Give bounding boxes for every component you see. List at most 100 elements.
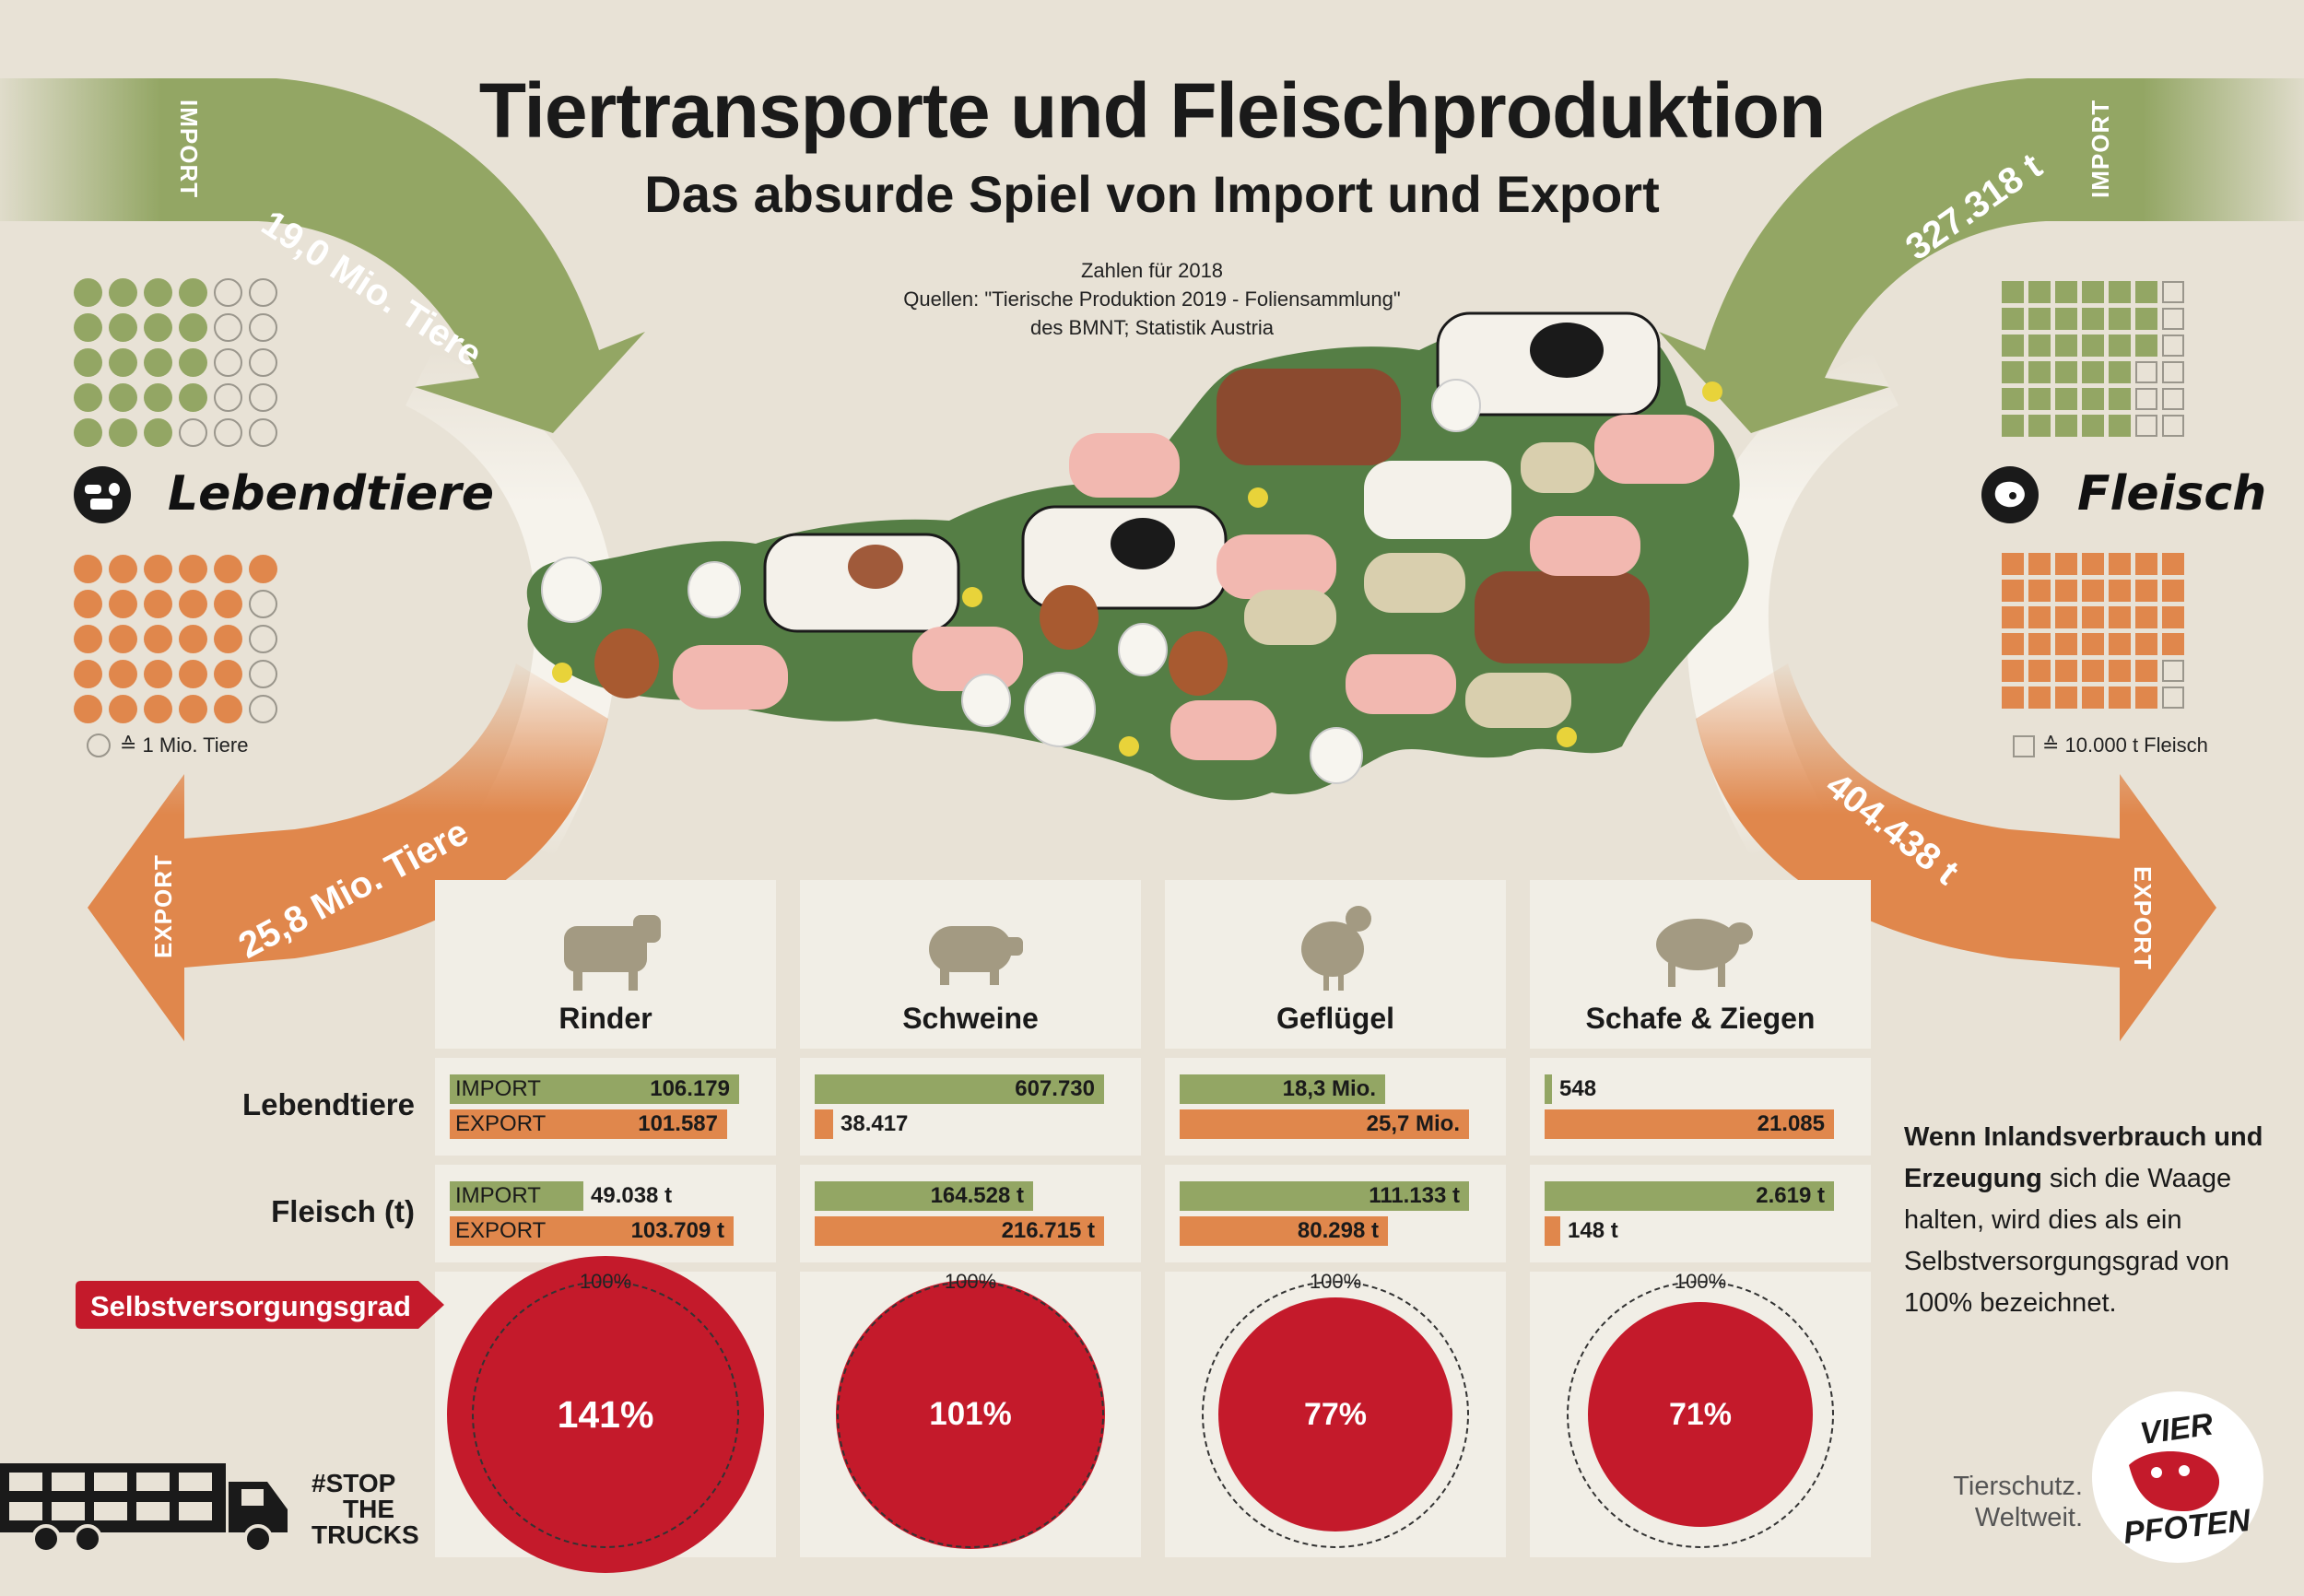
- live-export-value: 38.417: [840, 1111, 909, 1136]
- meat-import-bar: [815, 1181, 1033, 1211]
- unit-dot-filled: [109, 278, 137, 307]
- unit-square-filled: [2082, 660, 2104, 682]
- unit-square-filled: [2028, 580, 2051, 602]
- unit-dot-empty: [249, 625, 277, 653]
- unit-dot-filled: [74, 555, 102, 583]
- category-header-2: Geflügel: [1165, 880, 1506, 1049]
- meat-bars-1: [800, 1165, 1141, 1262]
- dot-legend-text: ≙ 1 Mio. Tiere: [120, 733, 249, 757]
- unit-dot-filled: [179, 590, 207, 618]
- dot-legend-swatch: [87, 733, 111, 757]
- unit-dot-filled: [144, 695, 172, 723]
- unit-square-filled: [2135, 308, 2157, 330]
- right-import-tag: IMPORT: [2087, 99, 2114, 198]
- unit-square-filled: [2028, 660, 2051, 682]
- unit-square-empty: [2162, 361, 2184, 383]
- left-import-arrow: [0, 78, 645, 433]
- row-label-meat: Fleisch (t): [271, 1194, 415, 1228]
- right-export-square-grid: [2002, 553, 2184, 709]
- meat-import-value: 164.528 t: [930, 1183, 1024, 1208]
- unit-dot-filled: [144, 418, 172, 447]
- unit-square-filled: [2055, 361, 2077, 383]
- unit-dot-filled: [249, 555, 277, 583]
- unit-dot-empty: [214, 418, 242, 447]
- pig-icon: [85, 485, 101, 494]
- unit-dot-filled: [144, 555, 172, 583]
- unit-square-filled: [2109, 308, 2131, 330]
- unit-dot-filled: [144, 348, 172, 377]
- unit-dot-filled: [144, 625, 172, 653]
- category-header-0: Rinder: [435, 880, 776, 1049]
- live-import-bar: [1180, 1074, 1385, 1104]
- meat-import-value: 49.038 t: [591, 1183, 673, 1208]
- live-export-bar: [1545, 1109, 1834, 1139]
- live-export-value: 101.587: [638, 1111, 718, 1136]
- unit-square-filled: [2002, 281, 2024, 303]
- unit-dot-empty: [249, 695, 277, 723]
- meat-export-bar: [450, 1216, 734, 1246]
- unit-dot-filled: [144, 590, 172, 618]
- live-import-tag: IMPORT: [455, 1076, 541, 1101]
- unit-square-filled: [2109, 281, 2131, 303]
- unit-square-filled: [2028, 308, 2051, 330]
- unit-dot-filled: [109, 660, 137, 688]
- selbstversorgungsgrad-tag: Selbstversorgungsgrad: [76, 1281, 444, 1329]
- unit-square-filled: [2055, 388, 2077, 410]
- unit-square-filled: [2135, 281, 2157, 303]
- unit-dot-empty: [249, 590, 277, 618]
- explanation-note: Wenn Inlandsverbrauch und Erzeugung sich…: [1904, 1117, 2273, 1324]
- reference-ring-100: [837, 1281, 1104, 1548]
- meat-import-tag: IMPORT: [455, 1183, 541, 1208]
- right-import-arrow: [1659, 78, 2304, 433]
- unit-dot-empty: [249, 313, 277, 342]
- unit-dot-empty: [214, 383, 242, 412]
- unit-dot-filled: [214, 625, 242, 653]
- unit-dot-filled: [179, 348, 207, 377]
- tagline: Tierschutz. Weltweit.: [1917, 1471, 2083, 1533]
- category-header-1: Schweine: [800, 880, 1141, 1049]
- unit-square-filled: [2082, 308, 2104, 330]
- unit-dot-filled: [109, 313, 137, 342]
- live-export-bar: [1180, 1109, 1469, 1139]
- self-sufficiency-circle: 77%: [1218, 1297, 1452, 1531]
- unit-square-filled: [2055, 415, 2077, 437]
- unit-square-filled: [2002, 388, 2024, 410]
- unit-square-filled: [2082, 580, 2104, 602]
- unit-square-filled: [2109, 580, 2131, 602]
- unit-square-filled: [2109, 553, 2131, 575]
- meat-export-value: 148 t: [1568, 1218, 1618, 1243]
- unit-square-filled: [2109, 687, 2131, 709]
- unit-square-filled: [2055, 633, 2077, 655]
- unit-square-filled: [2135, 660, 2157, 682]
- live-export-tag: EXPORT: [455, 1111, 547, 1136]
- live-export-value: 21.085: [1757, 1111, 1825, 1136]
- reference-ring-100: [1202, 1281, 1469, 1548]
- unit-square-filled: [2109, 361, 2131, 383]
- live-import-bar: [1545, 1074, 1552, 1104]
- source-year: Zahlen für 2018: [1080, 259, 1224, 282]
- category-name: Geflügel: [1275, 1002, 1394, 1035]
- source-reference: Quellen: "Tierische Produktion 2019 - Fo…: [903, 288, 1401, 311]
- unit-square-filled: [2082, 606, 2104, 628]
- unit-square-filled: [2162, 553, 2184, 575]
- unit-dot-empty: [249, 348, 277, 377]
- meat-export-tag: EXPORT: [455, 1218, 547, 1243]
- self-sufficiency-circle: 71%: [1588, 1302, 1813, 1527]
- unit-dot-empty: [214, 348, 242, 377]
- live-bars-1: [800, 1058, 1141, 1156]
- source-note: Zahlen für 2018 Quellen: "Tierische Prod…: [829, 256, 1475, 342]
- unit-square-filled: [2109, 415, 2131, 437]
- live-import-value: 18,3 Mio.: [1282, 1076, 1376, 1101]
- unit-square-filled: [2028, 388, 2051, 410]
- tagline-line-1: Tierschutz.: [1953, 1472, 2083, 1501]
- live-import-value: 106.179: [650, 1076, 730, 1101]
- unit-dot-empty: [249, 278, 277, 307]
- unit-square-filled: [2002, 687, 2024, 709]
- unit-square-filled: [2109, 660, 2131, 682]
- unit-square-filled: [2082, 415, 2104, 437]
- unit-square-filled: [2028, 334, 2051, 357]
- unit-dot-filled: [74, 313, 102, 342]
- unit-dot-empty: [249, 660, 277, 688]
- meat-import-bar: [1545, 1181, 1834, 1211]
- livestock-icon: [85, 483, 120, 510]
